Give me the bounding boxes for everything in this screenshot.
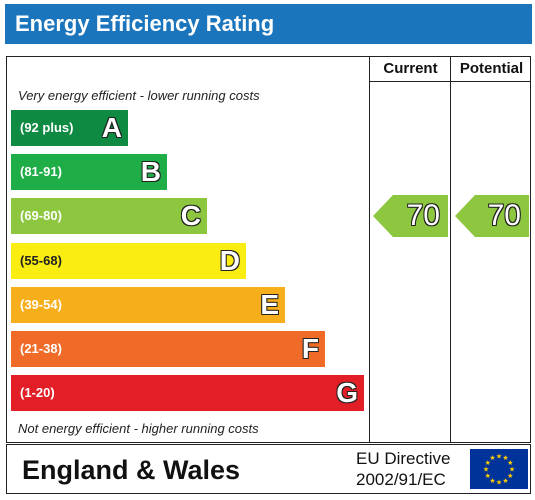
- note-efficient: Very energy efficient - lower running co…: [18, 88, 260, 103]
- band-b: (81-91) B: [11, 154, 167, 191]
- eu-star-icon: ★: [507, 472, 513, 480]
- band-range-label: (69-80): [20, 208, 62, 224]
- band-range-label: (39-54): [20, 296, 62, 312]
- eu-directive: EU Directive 2002/91/EC: [356, 448, 450, 490]
- eu-star-icon: ★: [485, 459, 491, 467]
- region-label: England & Wales: [22, 455, 241, 485]
- eu-star-icon: ★: [502, 454, 508, 462]
- band-f: (21-38) F: [11, 331, 325, 367]
- eu-star-icon: ★: [489, 477, 495, 485]
- band-range-label: (55-68): [20, 252, 62, 268]
- eu-star-icon: ★: [502, 477, 508, 485]
- band-range-label: (1-20): [20, 385, 55, 401]
- band-range-label: (92 plus): [20, 120, 74, 135]
- band-d: (55-68) D: [11, 242, 246, 279]
- band-letter-label: G: [336, 377, 358, 409]
- band-letter-label: B: [140, 156, 161, 188]
- rating-table: [6, 56, 531, 443]
- band-letter-label: D: [219, 244, 240, 276]
- potential-arrow-shape: [455, 195, 529, 238]
- band-letter-label: E: [260, 288, 279, 320]
- eu-star-icon: ★: [483, 466, 489, 474]
- band-a: (92 plus) A: [11, 110, 128, 146]
- directive-line-2: 2002/91/EC: [356, 470, 446, 489]
- eu-star-icon: ★: [496, 479, 502, 487]
- eu-flag-icon: ★ ★ ★ ★ ★ ★ ★ ★ ★ ★ ★ ★: [470, 449, 528, 489]
- band-range-label: (21-38): [20, 341, 62, 356]
- note-inefficient: Not energy efficient - higher running co…: [18, 421, 259, 436]
- band-letter-label: C: [180, 200, 201, 232]
- header-row-divider: [370, 81, 531, 82]
- column-header-current: Current: [383, 60, 438, 77]
- column-divider-potential: [450, 56, 451, 443]
- eu-star-icon: ★: [489, 454, 495, 462]
- potential-rating-value: 70: [487, 199, 521, 233]
- directive-line-1: EU Directive: [356, 449, 451, 468]
- band-c: (69-80) C: [11, 198, 207, 235]
- column-divider-current: [369, 56, 370, 443]
- current-rating-value: 70: [406, 199, 440, 233]
- footer: [6, 444, 531, 494]
- band-letter-label: F: [301, 333, 319, 364]
- page-title: Energy Efficiency Rating: [5, 4, 532, 44]
- column-header-potential: Potential: [459, 60, 524, 77]
- eu-star-icon: ★: [496, 453, 502, 461]
- band-range-label: (81-91): [20, 164, 62, 180]
- potential-rating-arrow: 70: [455, 195, 529, 238]
- current-rating-arrow: 70: [373, 195, 448, 238]
- current-arrow-shape: [373, 195, 448, 238]
- eu-star-icon: ★: [509, 466, 515, 474]
- band-letter-label: A: [101, 112, 122, 143]
- band-g: (1-20) G: [11, 375, 364, 412]
- eu-star-icon: ★: [507, 459, 513, 467]
- band-e: (39-54) E: [11, 286, 285, 323]
- eu-star-icon: ★: [485, 472, 491, 480]
